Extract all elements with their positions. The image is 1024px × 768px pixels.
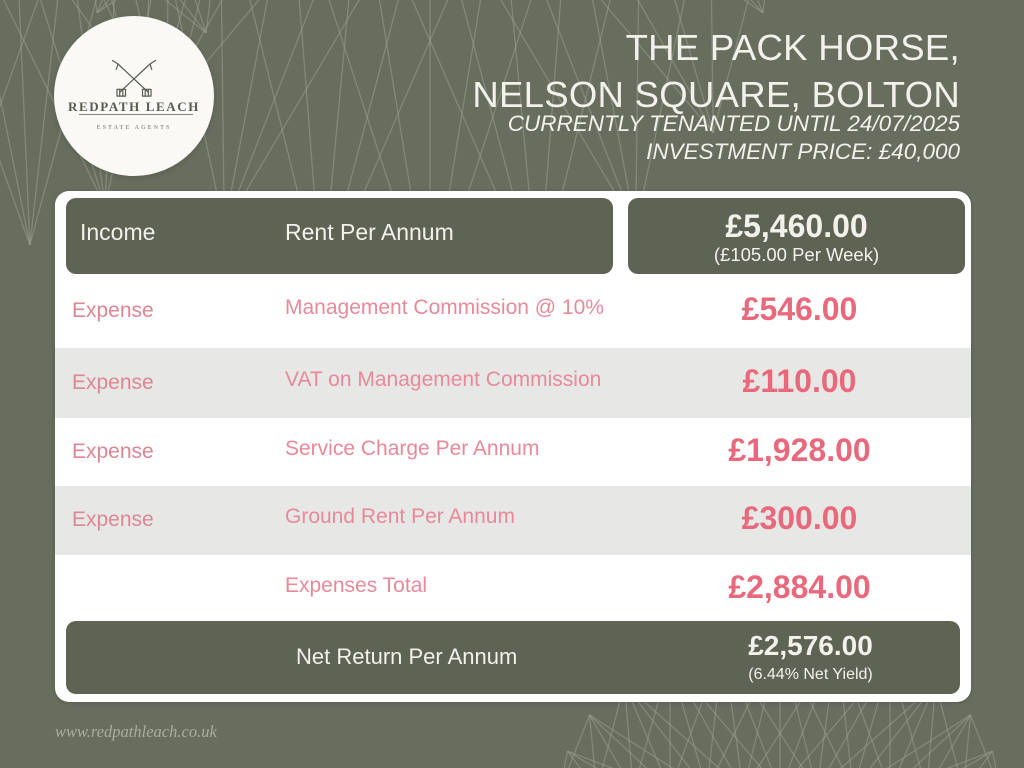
svg-text:REDPATH LEACH: REDPATH LEACH	[68, 99, 200, 114]
svg-text:ESTATE AGENTS: ESTATE AGENTS	[97, 125, 172, 131]
